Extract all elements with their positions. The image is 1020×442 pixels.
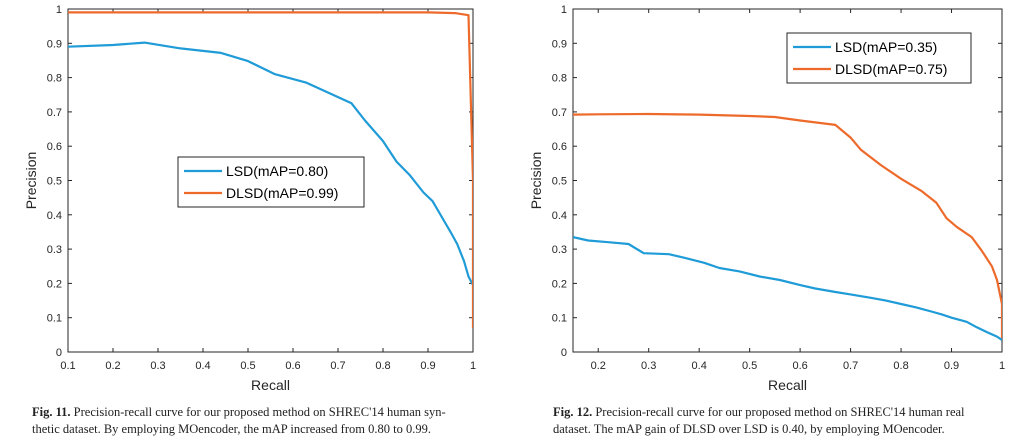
x-tick-label: 0.5 xyxy=(240,360,255,372)
x-tick-label: 0.2 xyxy=(591,360,606,372)
series-line-lsd xyxy=(68,41,473,286)
x-tick-label: 0.3 xyxy=(150,360,165,372)
x-axis-label: Recall xyxy=(251,377,290,393)
caption-text-line2: thetic dataset. By employing MOencoder, … xyxy=(32,422,431,436)
legend-box xyxy=(786,32,972,84)
y-tick-label: 0.8 xyxy=(552,73,567,85)
x-tick-label: 1 xyxy=(470,360,476,372)
y-tick-label: 1 xyxy=(561,4,567,16)
y-tick-label: 0.2 xyxy=(552,278,567,290)
series-line-lsd xyxy=(573,236,1002,341)
y-tick-label: 0.9 xyxy=(552,38,567,50)
x-tick-label: 0.5 xyxy=(742,360,757,372)
caption-label: Fig. 12. xyxy=(553,405,593,419)
y-tick-label: 1 xyxy=(56,4,62,16)
legend-box xyxy=(177,156,365,208)
y-tick-label: 0.4 xyxy=(47,210,62,222)
caption-text-line1: Precision-recall curve for our proposed … xyxy=(595,405,965,419)
caption-fig11: Fig. 11. Precision-recall curve for our … xyxy=(32,404,502,438)
x-tick-label: 0.4 xyxy=(692,360,707,372)
caption-text-line1: Precision-recall curve for our proposed … xyxy=(73,405,446,419)
x-tick-label: 1 xyxy=(999,360,1005,372)
y-tick-label: 0.5 xyxy=(47,176,62,188)
precision-recall-chart-fig12: 0 0.1 0.2 0.3 0.4 0.5 0.6 0.7 0.8 0.9 1 0.2 0.3 0.4 0.… xyxy=(528,4,1005,393)
x-tick-label: 0.6 xyxy=(285,360,300,372)
y-tick-label: 0.6 xyxy=(552,141,567,153)
x-tick-label: 0.4 xyxy=(195,360,210,372)
y-tick-label: 0.2 xyxy=(47,278,62,290)
x-tick-label: 0.8 xyxy=(893,360,908,372)
y-tick-label: 0.3 xyxy=(47,244,62,256)
legend-label: LSD(mAP=0.35) xyxy=(835,39,937,55)
y-tick-label: 0.1 xyxy=(552,313,567,325)
caption-text-line2: dataset. The mAP gain of DLSD over LSD i… xyxy=(553,422,945,436)
precision-recall-chart-fig11: 00.10.20.30.40.50.60.70.80.910.1 0.2 0.3 0.… xyxy=(23,4,476,393)
y-axis-label: Precision xyxy=(23,152,39,210)
caption-label: Fig. 11. xyxy=(32,405,71,419)
y-tick-label: 0.5 xyxy=(552,176,567,188)
series-line-dlsd xyxy=(68,11,473,328)
y-tick-label: 0.6 xyxy=(47,141,62,153)
caption-fig12: Fig. 12. Precision-recall curve for our … xyxy=(553,404,1018,438)
y-tick-label: 0.3 xyxy=(552,244,567,256)
y-tick-label: 0.7 xyxy=(552,107,567,119)
x-tick-label: 0.9 xyxy=(944,360,959,372)
y-tick-label: 0.4 xyxy=(552,210,567,222)
y-tick-label: 0.9 xyxy=(47,38,62,50)
series-line-dlsd xyxy=(573,112,1002,339)
x-tick-label: 0.7 xyxy=(330,360,345,372)
y-tick-label: 0 xyxy=(56,347,62,359)
x-tick-label: 0.2 xyxy=(105,360,120,372)
x-tick-label: 0.3 xyxy=(641,360,656,372)
legend-label: LSD(mAP=0.80) xyxy=(226,163,328,179)
y-tick-label: 0.8 xyxy=(47,73,62,85)
x-tick-label: 0.6 xyxy=(792,360,807,372)
x-tick-label: 0.7 xyxy=(843,360,858,372)
y-tick-label: 0.7 xyxy=(47,107,62,119)
legend-label: DLSD(mAP=0.99) xyxy=(226,185,338,201)
x-tick-label: 0.9 xyxy=(420,360,435,372)
x-axis-label: Recall xyxy=(768,377,807,393)
y-tick-label: 0.1 xyxy=(47,313,62,325)
legend-label: DLSD(mAP=0.75) xyxy=(835,61,947,77)
x-tick-label: 0.8 xyxy=(375,360,390,372)
x-tick-label: 0.1 xyxy=(60,360,75,372)
y-tick-label: 0 xyxy=(561,347,567,359)
y-axis-label: Precision xyxy=(528,152,544,210)
